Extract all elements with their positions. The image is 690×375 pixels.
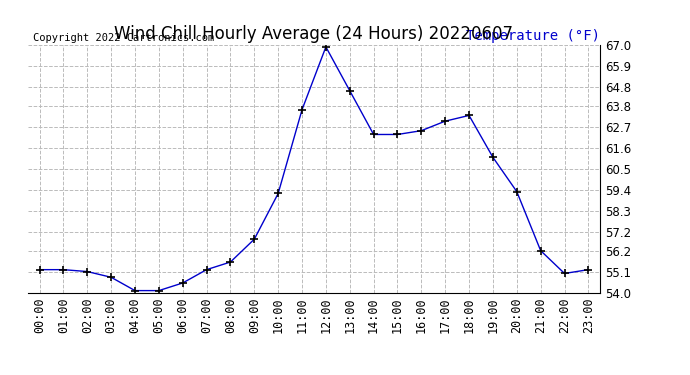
Text: Copyright 2022 Cartronics.com: Copyright 2022 Cartronics.com xyxy=(33,33,215,42)
Title: Wind Chill Hourly Average (24 Hours) 20220607: Wind Chill Hourly Average (24 Hours) 202… xyxy=(115,26,513,44)
Text: Temperature (°F): Temperature (°F) xyxy=(466,28,600,42)
